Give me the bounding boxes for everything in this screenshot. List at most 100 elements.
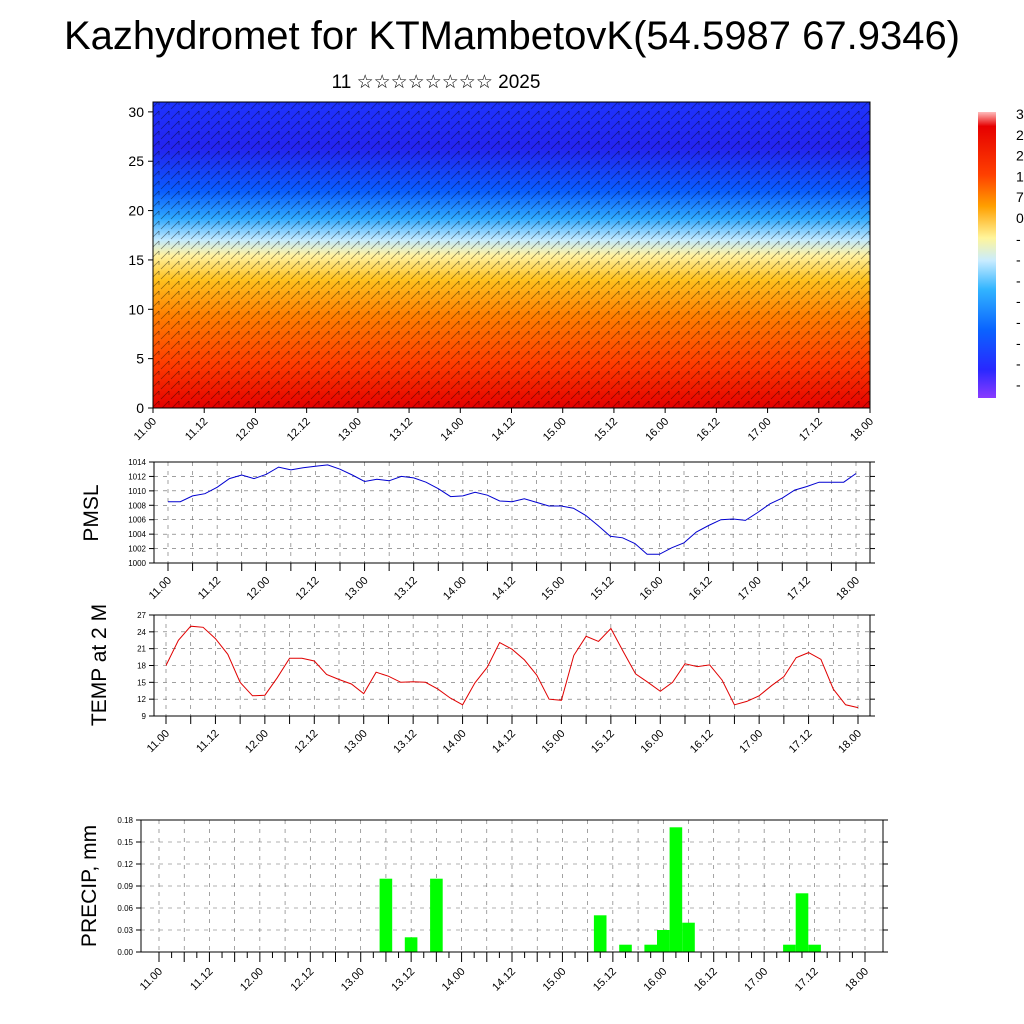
y-tick-label: 12 xyxy=(137,695,146,704)
x-tick-label: 13.12 xyxy=(389,966,417,994)
precip-bar xyxy=(808,944,821,952)
x-tick-label: 15.00 xyxy=(539,575,567,603)
precip-bar xyxy=(379,878,393,952)
y-tick-label: 1012 xyxy=(128,472,146,481)
colorbar-label: - xyxy=(1016,293,1021,309)
pmsl-axes: 1000 1002 1004 1006 1008 1010 1012 1014 11.00 11.… xyxy=(128,458,875,603)
x-tick-label: 14.12 xyxy=(490,575,518,603)
precip-ylabel: PRECIP, mm xyxy=(78,825,101,947)
x-tick-label: 16.12 xyxy=(692,966,720,994)
cs-y-tick-label: 0 xyxy=(136,400,144,416)
x-tick-label: 13.00 xyxy=(339,966,367,994)
precip-panel: 0.00 0.03 0.06 0.09 0.12 0.15 0.18 11.00 11.12 12… xyxy=(78,816,888,994)
x-tick-label: 16.12 xyxy=(687,575,715,603)
x-tick-label: 18.00 xyxy=(836,728,864,756)
colorbar-label: - xyxy=(1016,376,1021,392)
y-tick-label: 1010 xyxy=(128,487,146,496)
cs-x-tick-label: 11.12 xyxy=(183,416,210,443)
temp-series-line xyxy=(165,625,859,709)
y-tick-label: 24 xyxy=(137,628,146,637)
x-tick-label: 13.12 xyxy=(391,728,419,756)
y-tick-label: 21 xyxy=(137,645,146,654)
x-tick-label: 15.00 xyxy=(540,728,568,756)
precip-bar xyxy=(783,944,796,952)
x-tick-label: 15.12 xyxy=(591,966,619,994)
cs-x-tick-label: 12.12 xyxy=(285,416,313,444)
cross-section-y-axis: 0 5 10 15 20 25 30 xyxy=(128,104,153,416)
cs-x-tick-label: 13.12 xyxy=(387,416,415,444)
precip-bar xyxy=(593,915,607,952)
x-tick-label: 14.12 xyxy=(490,728,518,756)
y-tick-label: 1006 xyxy=(128,516,146,525)
y-tick-label: 0.15 xyxy=(117,838,133,847)
wind-barbs-overlay xyxy=(153,102,870,408)
y-tick-label: 1000 xyxy=(128,559,146,568)
y-tick-label: 0.00 xyxy=(117,948,133,957)
y-tick-label: 0.06 xyxy=(117,904,133,913)
x-tick-label: 11.00 xyxy=(145,728,172,755)
colorbar-label: - xyxy=(1016,335,1021,351)
cs-y-tick-label: 25 xyxy=(128,153,144,169)
x-tick-label: 17.00 xyxy=(736,575,764,603)
x-tick-label: 13.00 xyxy=(342,728,370,756)
x-tick-label: 16.00 xyxy=(638,728,666,756)
colorbar-labels: 3 2 2 1 7 0 - - - - - - - - xyxy=(1016,106,1024,392)
cs-x-tick-label: 16.12 xyxy=(695,416,723,444)
x-tick-label: 11.12 xyxy=(196,575,223,602)
pmsl-grid xyxy=(154,462,870,563)
colorbar-label: - xyxy=(1016,356,1021,372)
precip-bar xyxy=(657,930,670,952)
colorbar-label: 1 xyxy=(1016,168,1024,184)
precip-bar xyxy=(404,937,418,952)
precip-bar xyxy=(644,944,657,952)
x-tick-label: 12.00 xyxy=(243,728,271,756)
x-tick-label: 11.12 xyxy=(194,728,221,755)
x-tick-label: 11.00 xyxy=(147,575,174,602)
x-tick-label: 17.00 xyxy=(742,966,770,994)
x-tick-label: 16.12 xyxy=(688,728,716,756)
x-tick-label: 13.12 xyxy=(392,575,420,603)
precip-bar xyxy=(430,878,443,952)
y-tick-label: 9 xyxy=(142,712,147,721)
y-tick-label: 0.09 xyxy=(117,882,133,891)
temp-panel: 9 12 15 18 21 24 27 11.00 11.12 12.00 12.12 13.00 13… xyxy=(88,604,875,756)
cs-x-tick-label: 12.00 xyxy=(234,416,262,444)
temp-axes: 9 12 15 18 21 24 27 11.00 11.12 12.00 12.12 13.00 13… xyxy=(137,611,875,756)
precip-bar xyxy=(795,893,809,952)
y-tick-label: 0.18 xyxy=(117,816,133,825)
pmsl-frame xyxy=(153,461,871,564)
x-tick-label: 15.00 xyxy=(541,966,569,994)
y-tick-label: 0.03 xyxy=(117,926,133,935)
cs-x-tick-label: 17.00 xyxy=(746,416,774,444)
pmsl-panel: 1000 1002 1004 1006 1008 1010 1012 1014 11.00 11.… xyxy=(80,458,875,603)
x-tick-label: 12.12 xyxy=(292,728,320,756)
x-tick-label: 17.00 xyxy=(737,728,765,756)
x-tick-label: 14.00 xyxy=(441,575,469,603)
colorbar-label: 2 xyxy=(1016,127,1024,143)
x-tick-label: 14.12 xyxy=(490,966,518,994)
x-tick-label: 14.00 xyxy=(440,966,468,994)
x-tick-label: 12.12 xyxy=(294,575,322,603)
chart-subtitle: 11 ☆☆☆☆☆☆☆☆ 2025 xyxy=(331,72,541,93)
cs-x-tick-label: 13.00 xyxy=(336,416,364,444)
cs-x-tick-label: 15.12 xyxy=(592,416,620,444)
precip-bar xyxy=(682,922,695,952)
cs-x-tick-label: 18.00 xyxy=(848,416,876,444)
colorbar-label: 2 xyxy=(1016,148,1024,164)
cross-section-x-axis: 11.00 11.12 12.00 12.12 13.00 13.12 14.00 14.12… xyxy=(132,408,876,444)
x-tick-label: 12.00 xyxy=(244,575,272,603)
x-tick-label: 15.12 xyxy=(589,728,617,756)
precip-bar xyxy=(619,944,632,952)
cross-section-panel: 0 5 10 15 20 25 30 11.00 11.12 12.00 12.12 13.00 13… xyxy=(128,101,876,444)
cs-y-tick-label: 10 xyxy=(128,301,144,317)
cs-x-tick-label: 17.12 xyxy=(797,416,825,444)
pmsl-series-line xyxy=(168,464,857,555)
cs-x-tick-label: 14.12 xyxy=(490,416,518,444)
x-tick-label: 17.12 xyxy=(787,728,815,756)
x-tick-label: 12.00 xyxy=(238,966,266,994)
temp-grid xyxy=(154,615,870,716)
temp-frame xyxy=(153,614,871,717)
cs-x-tick-label: 16.00 xyxy=(643,416,671,444)
x-tick-label: 13.00 xyxy=(343,575,371,603)
x-tick-label: 11.00 xyxy=(138,966,165,993)
